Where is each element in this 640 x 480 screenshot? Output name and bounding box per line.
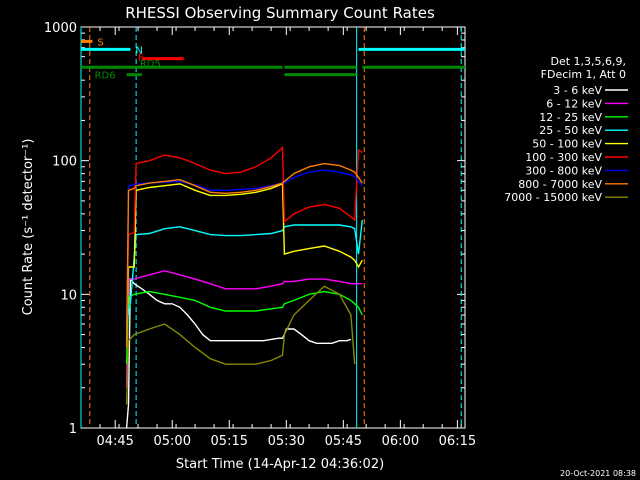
series-line-5 (125, 146, 363, 335)
series-line-4 (125, 182, 363, 341)
legend: Det 1,3,5,6,9,FDecim 1, Att 0 3 - 6 keV6 … (504, 55, 628, 204)
y-axis-label: Count Rate (s⁻¹ detector⁻¹) (21, 139, 36, 316)
x-axis-label: Start Time (14-Apr-12 04:36:02) (176, 457, 384, 472)
chart-title: RHESSI Observing Summary Count Rates (125, 4, 435, 22)
legend-header: Det 1,3,5,6,9, (550, 55, 626, 68)
x-tick-label: 05:30 (268, 434, 305, 449)
x-tick-label: 06:15 (439, 434, 476, 449)
x-tick-label: 04:45 (96, 434, 133, 449)
flag-s-label: S (97, 37, 103, 48)
time-markers (80, 27, 462, 428)
y-tick-label: 10 (60, 288, 77, 303)
y-tick-label: 1000 (44, 21, 77, 36)
x-tick-label: 06:00 (382, 434, 419, 449)
legend-label: 50 - 100 keV (532, 138, 602, 151)
series-lines (125, 146, 363, 429)
legend-label: 300 - 800 keV (525, 164, 602, 177)
x-axis: 04:45 05:00 05:15 05:30 05:45 06:00 06:15 (80, 27, 476, 449)
timestamp: 20-Oct-2021 08:38 (560, 469, 636, 478)
flag-n-label: N (135, 45, 142, 56)
flag-rd5-label: RD5 (140, 59, 161, 70)
legend-label: 12 - 25 keV (539, 111, 602, 124)
series-line-7 (125, 162, 363, 348)
legend-label: 3 - 6 keV (553, 84, 602, 97)
legend-label: 6 - 12 keV (546, 97, 602, 110)
x-tick-label: 05:00 (154, 434, 191, 449)
legend-label: 7000 - 15000 keV (504, 191, 602, 204)
series-line-8 (125, 285, 356, 405)
series-line-0 (125, 277, 352, 429)
y-tick-label: 1 (69, 422, 77, 437)
y-axis: 1 10 100 1000 (44, 21, 465, 437)
legend-label: 800 - 7000 keV (518, 178, 602, 191)
series-line-3 (125, 219, 363, 325)
x-tick-label: 05:15 (211, 434, 248, 449)
legend-label: 25 - 50 keV (539, 124, 602, 137)
flag-f-label: F (138, 53, 144, 64)
legend-label: 100 - 300 keV (525, 151, 602, 164)
y-tick-label: 100 (52, 155, 77, 170)
legend-header: FDecim 1, Att 0 (541, 68, 626, 81)
flag-rd6-label: RD6 (95, 71, 116, 82)
x-tick-label: 05:45 (325, 434, 362, 449)
series-line-2 (125, 290, 363, 365)
series-line-1 (125, 270, 363, 388)
